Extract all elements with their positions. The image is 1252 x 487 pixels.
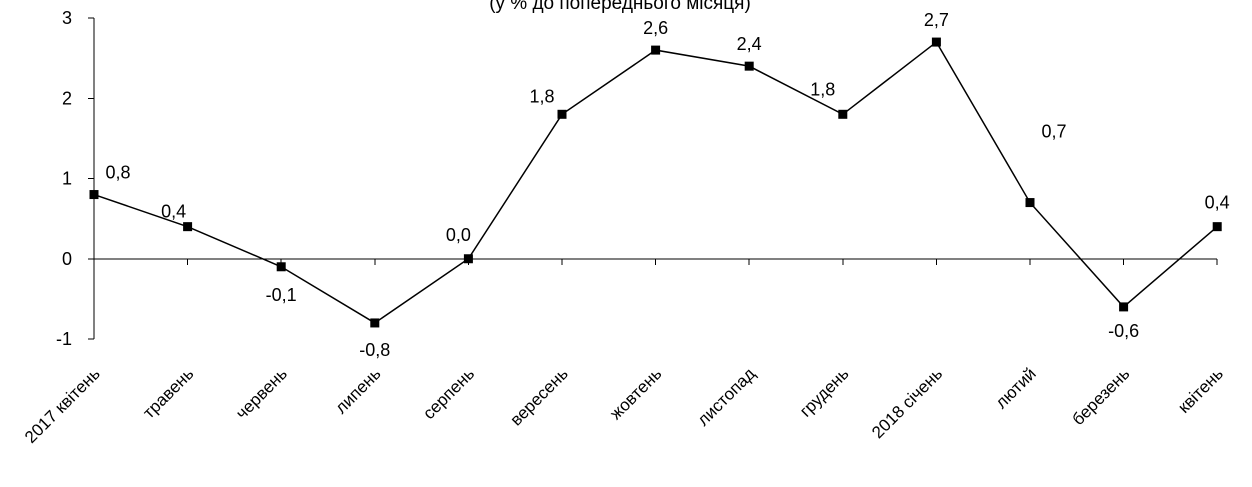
data-point-marker xyxy=(370,318,380,328)
y-tick-label: -1 xyxy=(56,329,72,349)
y-tick-label: 1 xyxy=(62,169,72,189)
chart-axes: -1 0 1 2 3 xyxy=(56,8,1218,349)
data-label: 0,4 xyxy=(1205,193,1230,213)
x-category-label: листопад xyxy=(694,364,759,429)
data-point-marker xyxy=(1025,198,1035,208)
series-line xyxy=(93,40,1218,324)
data-label: 2,7 xyxy=(924,10,949,30)
data-point-marker xyxy=(1119,302,1129,312)
data-label: 2,6 xyxy=(643,18,668,38)
x-category-label: 2017 квітень xyxy=(21,364,104,447)
x-category-label: березень xyxy=(1068,364,1133,429)
data-point-marker xyxy=(931,37,941,47)
data-point-marker xyxy=(1212,222,1222,232)
data-label: 0,4 xyxy=(161,202,186,222)
data-point-marker xyxy=(651,45,661,55)
x-category-label: лютий xyxy=(992,364,1040,412)
data-label: 1,8 xyxy=(810,79,835,99)
data-point-marker xyxy=(89,190,99,200)
chart-data-labels: 0,8 0,4 -0,1 -0,8 0,0 1,8 2,6 2,4 1,8 2,7 0,7 -0,6 0… xyxy=(105,10,1229,360)
data-label: -0,8 xyxy=(359,340,390,360)
x-category-label: травень xyxy=(139,364,197,422)
data-point-marker xyxy=(744,61,754,71)
data-point-marker xyxy=(183,222,193,232)
y-tick-label: 2 xyxy=(62,88,72,108)
data-label: 0,7 xyxy=(1041,122,1066,142)
x-category-label: грудень xyxy=(796,364,853,421)
data-label: -0,6 xyxy=(1108,321,1139,341)
data-label: 0,8 xyxy=(105,163,130,183)
x-category-label: липень xyxy=(331,364,384,417)
data-point-marker xyxy=(463,254,473,264)
data-point-marker xyxy=(838,109,848,119)
y-tick-label: 3 xyxy=(62,8,72,28)
y-tick-label: 0 xyxy=(62,249,72,269)
chart-series xyxy=(89,37,1222,328)
x-category-label: квітень xyxy=(1174,364,1227,417)
chart-subtitle: (у % до попереднього місяця) xyxy=(489,0,751,14)
data-label: -0,1 xyxy=(266,285,297,305)
data-point-marker xyxy=(557,109,567,119)
x-category-label: серпень xyxy=(419,364,478,423)
x-category-label: жовтень xyxy=(606,364,665,423)
data-label: 0,0 xyxy=(446,225,471,245)
data-label: 2,4 xyxy=(737,34,762,54)
x-category-label: 2018 січень xyxy=(868,364,946,442)
data-label: 1,8 xyxy=(529,86,554,106)
chart-category-labels: 2017 квітень травень червень липень серпень в… xyxy=(21,364,1227,447)
x-category-label: червень xyxy=(232,364,291,423)
data-point-marker xyxy=(276,262,286,272)
x-category-label: вересень xyxy=(506,364,571,429)
